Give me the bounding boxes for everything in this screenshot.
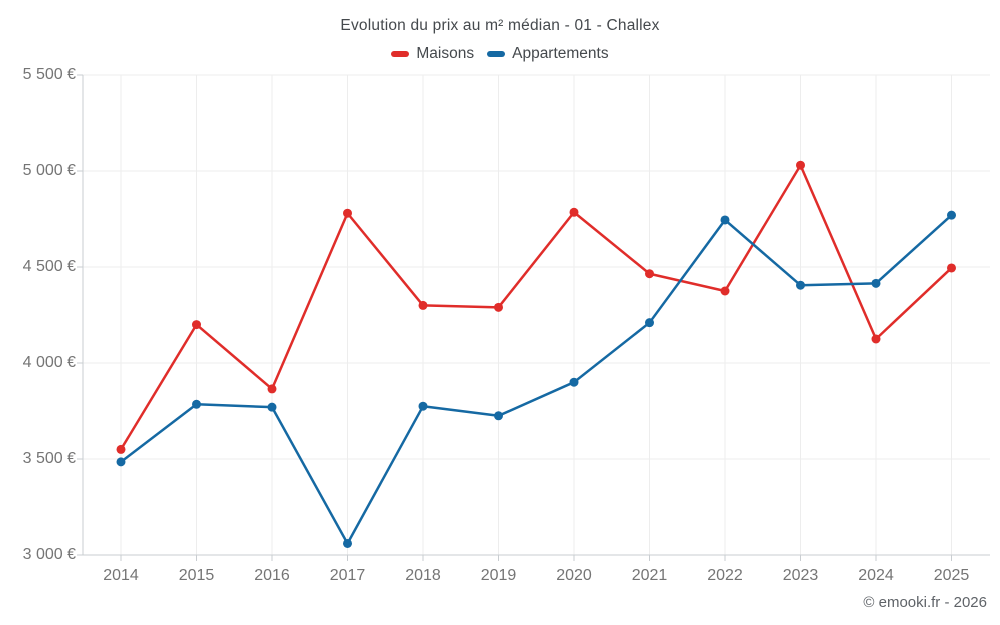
data-point-maisons-2020[interactable] xyxy=(569,207,579,217)
x-tick-label-2023: 2023 xyxy=(782,567,819,584)
x-tick-label-2014: 2014 xyxy=(103,567,139,584)
copyright-footer: © emooki.fr - 2026 xyxy=(863,594,987,611)
x-tick-label-2021: 2021 xyxy=(631,567,668,584)
x-tick-label-2025: 2025 xyxy=(933,567,970,584)
data-point-maisons-2014[interactable] xyxy=(116,444,126,454)
y-tick-label: 3 500 € xyxy=(22,450,76,467)
y-tick-label: 4 500 € xyxy=(22,258,76,275)
x-tick-label-2016: 2016 xyxy=(254,567,290,584)
data-point-maisons-2015[interactable] xyxy=(192,320,201,330)
data-point-maisons-2021[interactable] xyxy=(645,269,654,279)
y-tick-label: 5 500 € xyxy=(22,66,76,83)
data-point-appartements-2020[interactable] xyxy=(569,377,579,387)
data-point-appartements-2015[interactable] xyxy=(192,399,201,409)
chart-legend: Maisons Appartements xyxy=(0,45,1000,63)
x-tick-label-2015: 2015 xyxy=(178,567,215,584)
x-tick-label-2024: 2024 xyxy=(858,567,894,584)
y-tick-label: 4 000 € xyxy=(22,354,76,371)
series-line-appartements xyxy=(119,213,953,545)
series-line-maisons xyxy=(119,163,953,451)
legend-item-maisons[interactable]: Maisons xyxy=(391,45,474,63)
x-tick-label-2022: 2022 xyxy=(707,567,743,584)
y-tick-label: 5 000 € xyxy=(22,162,76,179)
data-point-appartements-2025[interactable] xyxy=(947,210,956,220)
data-point-appartements-2021[interactable] xyxy=(645,318,654,328)
x-tick-label-2019: 2019 xyxy=(480,567,517,584)
x-tick-label-2017: 2017 xyxy=(329,567,366,584)
data-point-maisons-2024[interactable] xyxy=(871,334,881,344)
y-tick-label: 3 000 € xyxy=(22,546,76,563)
data-point-maisons-2022[interactable] xyxy=(720,286,730,296)
data-point-maisons-2016[interactable] xyxy=(267,384,277,394)
data-point-appartements-2019[interactable] xyxy=(494,411,503,421)
data-point-maisons-2019[interactable] xyxy=(494,302,503,312)
appartements-series-marker-icon xyxy=(487,51,506,57)
chart-title: Evolution du prix au m² médian - 01 - Ch… xyxy=(340,17,660,34)
data-point-appartements-2017[interactable] xyxy=(343,538,352,548)
legend-item-appartements[interactable]: Appartements xyxy=(487,45,609,63)
data-point-appartements-2023[interactable] xyxy=(796,280,805,290)
data-point-appartements-2016[interactable] xyxy=(267,402,277,412)
data-point-maisons-2018[interactable] xyxy=(418,300,428,310)
data-point-maisons-2017[interactable] xyxy=(343,208,352,218)
data-point-appartements-2024[interactable] xyxy=(871,278,881,288)
x-tick-label-2020: 2020 xyxy=(556,567,592,584)
data-point-appartements-2022[interactable] xyxy=(720,215,730,225)
data-point-appartements-2018[interactable] xyxy=(418,401,428,411)
data-point-appartements-2014[interactable] xyxy=(116,457,126,467)
maisons-series-marker-icon xyxy=(391,51,410,57)
data-point-maisons-2023[interactable] xyxy=(796,160,805,170)
data-point-maisons-2025[interactable] xyxy=(947,263,956,273)
x-tick-label-2018: 2018 xyxy=(405,567,441,584)
legend-label-maisons: Maisons xyxy=(416,45,475,62)
legend-label-appartements: Appartements xyxy=(512,45,609,62)
